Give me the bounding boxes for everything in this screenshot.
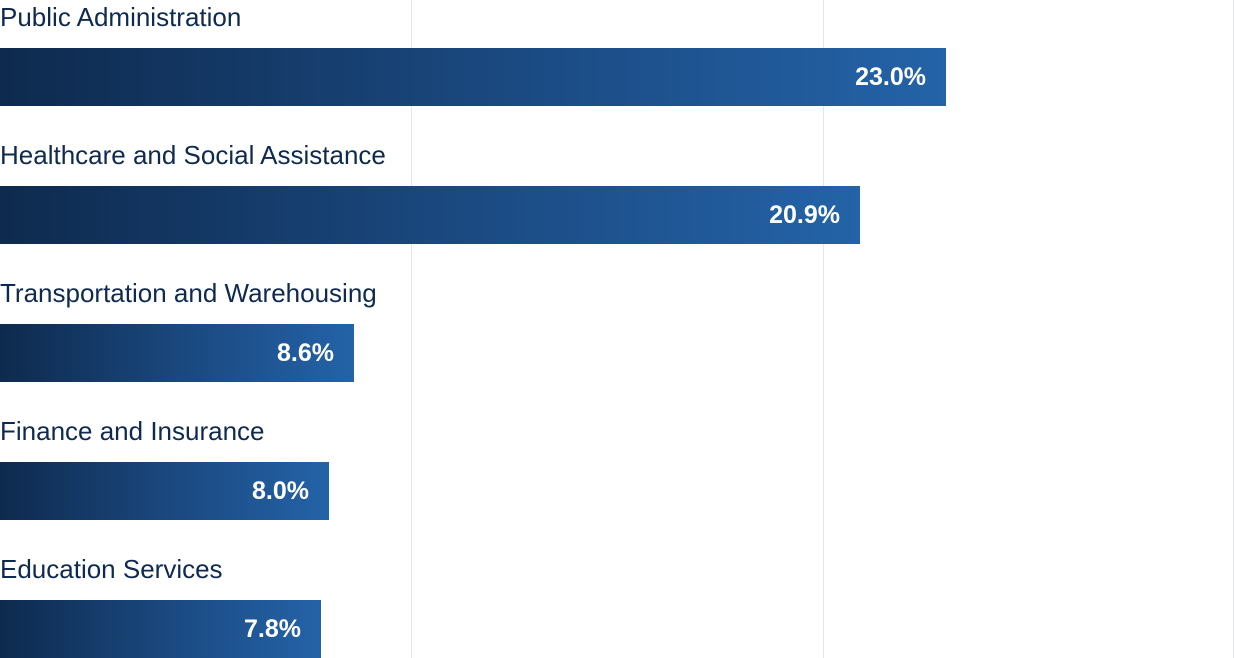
category-label: Public Administration — [0, 2, 242, 32]
bar-value-label: 8.0% — [252, 477, 309, 505]
gridline — [823, 0, 824, 658]
category-label: Finance and Insurance — [0, 416, 265, 446]
bar-value-label: 20.9% — [769, 201, 840, 229]
bar: 8.6% — [0, 324, 354, 382]
bar: 7.8% — [0, 600, 321, 658]
gridline — [411, 0, 412, 658]
bar: 20.9% — [0, 186, 860, 244]
category-label: Transportation and Warehousing — [0, 278, 377, 308]
category-label: Education Services — [0, 554, 223, 584]
bar-value-label: 7.8% — [244, 615, 301, 643]
bar-value-label: 8.6% — [277, 339, 334, 367]
bar: 8.0% — [0, 462, 329, 520]
bar-value-label: 23.0% — [855, 63, 926, 91]
category-label: Healthcare and Social Assistance — [0, 140, 386, 170]
bar: 23.0% — [0, 48, 946, 106]
